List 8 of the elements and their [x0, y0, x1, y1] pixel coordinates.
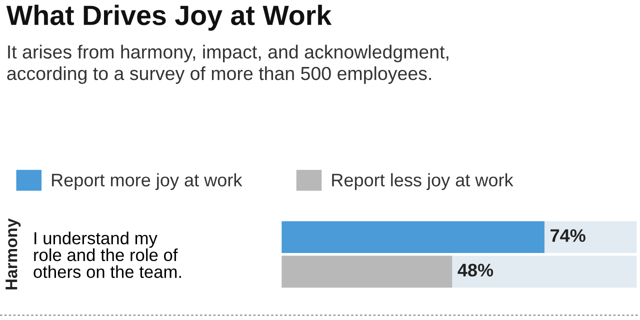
- legend-label: Report less joy at work: [332, 173, 514, 190]
- data-label: 48%: [458, 264, 494, 277]
- data-label: 74%: [550, 229, 586, 242]
- text: Harmony: [6, 218, 21, 290]
- y-tick-label: I understand my role and the role of others on the team.: [34, 232, 181, 278]
- chart-subtitle: It arises from harmony, impact, and acknowledgment, according to a survey of more than 500 employees.: [7, 44, 448, 84]
- chart-title: What Drives Joy at Work: [6, 4, 332, 31]
- legend-label: Report more joy at work: [52, 173, 242, 190]
